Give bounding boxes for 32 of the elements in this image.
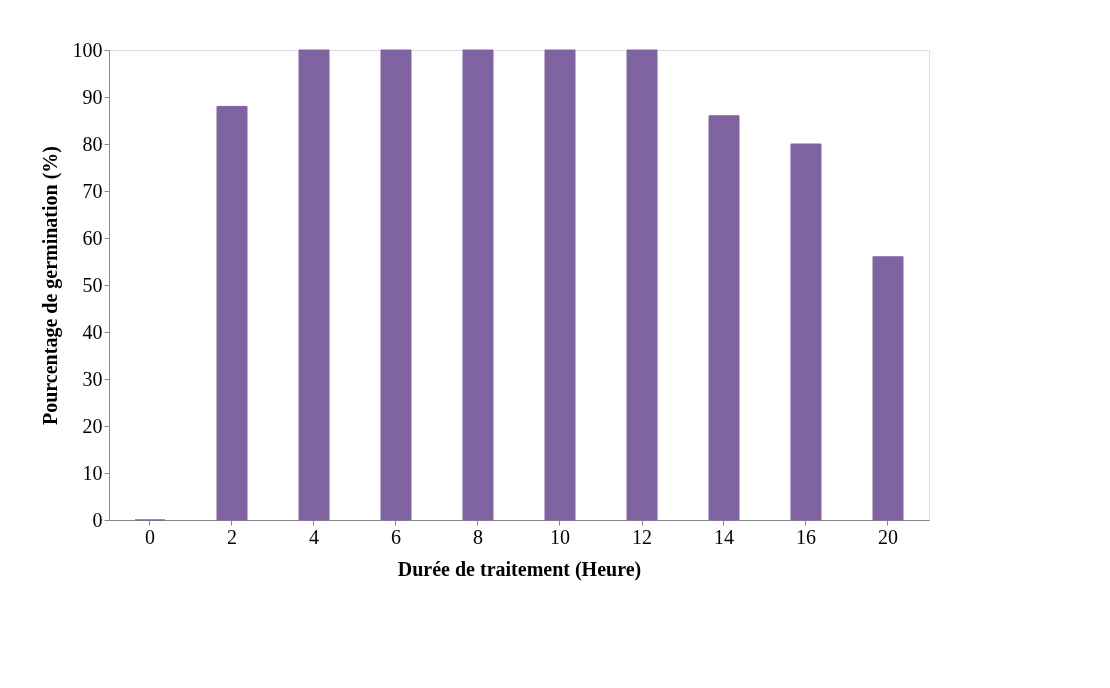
y-tick-label: 10: [82, 461, 103, 484]
bar: [380, 49, 412, 521]
y-tick-label: 70: [82, 179, 103, 202]
x-tick-label: 10: [550, 525, 570, 548]
x-tick-label: 2: [227, 525, 237, 548]
bar: [872, 256, 904, 521]
x-tick-label: 4: [309, 525, 319, 548]
x-tick-label: 6: [391, 525, 401, 548]
bar: [216, 105, 248, 521]
bar: [626, 49, 658, 521]
bar: [298, 49, 330, 521]
bar: [544, 49, 576, 521]
x-tick-label: 20: [878, 525, 898, 548]
y-tick-label: 30: [82, 367, 103, 390]
bar: [708, 115, 740, 521]
x-tick-label: 16: [796, 525, 816, 548]
y-tick-label: 60: [82, 226, 103, 249]
x-tick-label: 8: [473, 525, 483, 548]
x-axis-title: Durée de traitement (Heure): [397, 557, 642, 581]
y-tick-label: 50: [82, 273, 103, 296]
x-tick-label: 12: [632, 525, 652, 548]
x-tick-label: 14: [714, 525, 734, 548]
bar: [790, 143, 822, 521]
y-tick-label: 20: [82, 414, 103, 437]
y-tick-label: 100: [72, 38, 103, 61]
x-tick-label: 0: [145, 525, 155, 548]
y-tick-label: 90: [82, 85, 103, 108]
bar: [462, 49, 494, 521]
y-tick-label: 80: [82, 132, 103, 155]
y-tick-label: 40: [82, 320, 103, 343]
y-axis-title: Pourcentage de germination (%): [38, 145, 62, 426]
y-tick-label: 0: [92, 508, 103, 531]
